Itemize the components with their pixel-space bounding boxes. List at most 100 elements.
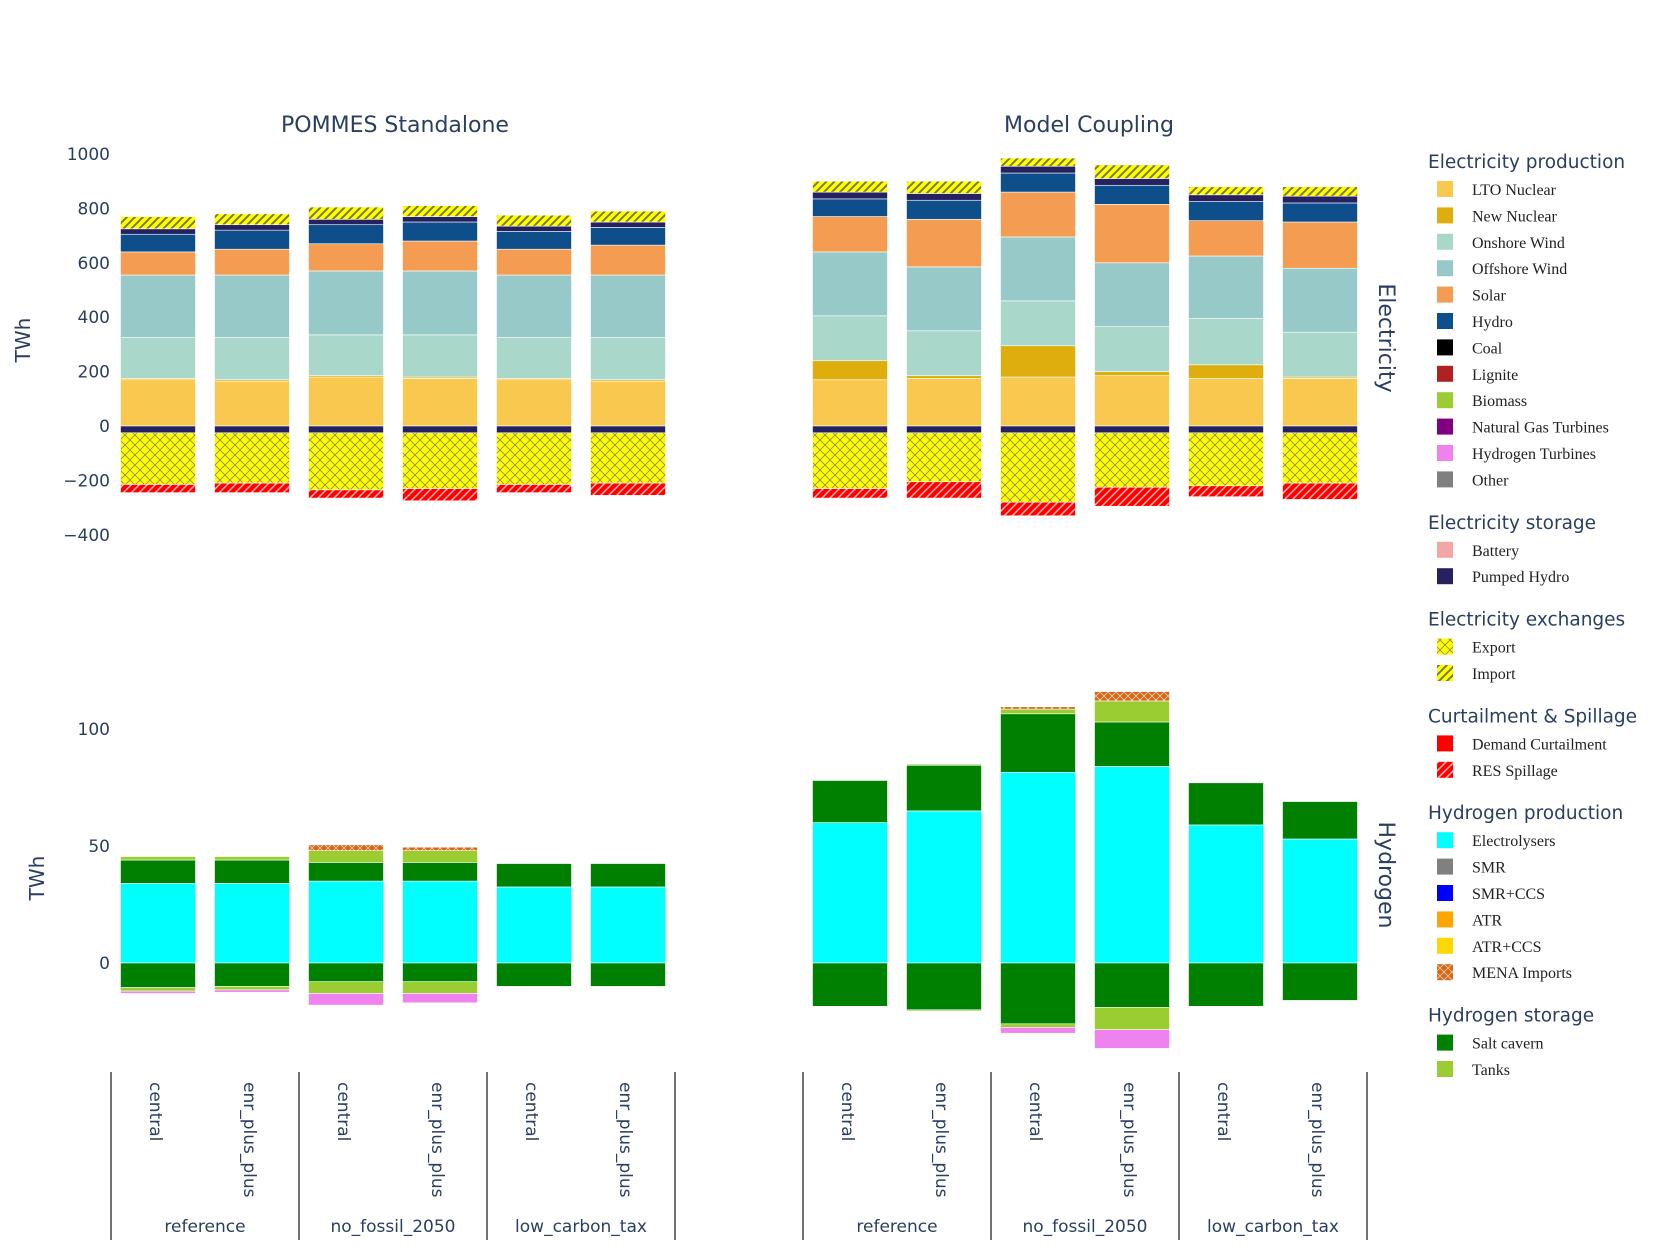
legend-item-smr[interactable]: SMR bbox=[1472, 860, 1506, 877]
bar-electricity-pommes-standalone-3-res-spillage-neg bbox=[402, 488, 478, 502]
legend-item-export[interactable]: Export bbox=[1472, 640, 1516, 657]
bar-electricity-model-coupling-2-offshore-wind-pos bbox=[1000, 236, 1076, 302]
legend-item-res-spillage[interactable]: RES Spillage bbox=[1472, 763, 1558, 780]
bar-electricity-model-coupling-5-lto-nuclear-pos bbox=[1282, 378, 1358, 427]
bar-electricity-pommes-standalone-4-offshore-wind-pos bbox=[496, 274, 572, 338]
bar-electricity-pommes-standalone-3-onshore-wind-pos bbox=[402, 334, 478, 378]
legend-item-battery[interactable]: Battery bbox=[1472, 543, 1519, 560]
bar-electricity-model-coupling-3-pumped-hydro-pos bbox=[1094, 178, 1170, 186]
legend-item-electrolysers[interactable]: Electrolysers bbox=[1472, 833, 1556, 850]
legend-swatch-salt-cavern[interactable] bbox=[1437, 1034, 1453, 1051]
bar-electricity-pommes-standalone-2-hydro-pos bbox=[308, 224, 384, 245]
legend-swatch-coal[interactable] bbox=[1437, 339, 1453, 356]
bar-electricity-pommes-standalone-4-import-pos bbox=[496, 214, 572, 227]
legend-item-atr-ccs[interactable]: ATR+CCS bbox=[1472, 939, 1542, 956]
legend-item-mena-imports[interactable]: MENA Imports bbox=[1472, 965, 1572, 982]
legend-item-coal[interactable]: Coal bbox=[1472, 340, 1503, 357]
bar-electricity-model-coupling-2-pumped-hydro-neg bbox=[1000, 425, 1076, 434]
legend-swatch-atr-ccs[interactable] bbox=[1437, 937, 1453, 954]
bar-hydrogen-pommes-standalone-0-tanks-pos bbox=[120, 856, 196, 861]
legend-item-smr-ccs[interactable]: SMR+CCS bbox=[1472, 886, 1545, 903]
legend-swatch-demand-curtailment[interactable] bbox=[1437, 735, 1453, 752]
legend-swatch-biomass[interactable] bbox=[1437, 392, 1453, 409]
legend-swatch-smr[interactable] bbox=[1437, 858, 1453, 875]
bar-electricity-model-coupling-1-res-spillage-neg bbox=[906, 481, 982, 499]
bar-electricity-pommes-standalone-5-import-pos bbox=[590, 210, 666, 223]
bar-electricity-model-coupling-0-hydro-pos bbox=[812, 198, 888, 217]
x-tick-model-coupling-3: enr_plus_plus bbox=[1119, 1082, 1139, 1198]
bar-electricity-pommes-standalone-4-onshore-wind-pos bbox=[496, 337, 572, 379]
legend-swatch-atr[interactable] bbox=[1437, 911, 1453, 928]
legend-swatch-res-spillage[interactable] bbox=[1437, 761, 1453, 778]
legend-swatch-lignite[interactable] bbox=[1437, 365, 1453, 382]
legend-swatch-smr-ccs[interactable] bbox=[1437, 885, 1453, 901]
y-tick-electricity-3: 200 bbox=[78, 363, 110, 383]
legend-swatch-onshore-wind[interactable] bbox=[1437, 233, 1453, 250]
legend-item-hydro[interactable]: Hydro bbox=[1472, 314, 1513, 331]
legend-item-offshore-wind[interactable]: Offshore Wind bbox=[1472, 261, 1567, 278]
y-tick-electricity-1: −200 bbox=[63, 471, 110, 491]
legend-swatch-export[interactable] bbox=[1437, 638, 1453, 655]
legend-item-atr[interactable]: ATR bbox=[1472, 912, 1503, 929]
legend-swatch-hydrogen-turbines[interactable] bbox=[1437, 445, 1453, 461]
bar-electricity-pommes-standalone-1-hydro-pos bbox=[214, 229, 290, 250]
legend-item-demand-curtailment[interactable]: Demand Curtailment bbox=[1472, 736, 1607, 753]
bar-electricity-model-coupling-1-lto-nuclear-pos bbox=[906, 378, 982, 427]
bar-electricity-model-coupling-4-onshore-wind-pos bbox=[1188, 318, 1264, 366]
bar-electricity-pommes-standalone-0-hydro-pos bbox=[120, 233, 196, 253]
legend-item-new-nuclear[interactable]: New Nuclear bbox=[1472, 208, 1558, 225]
bar-hydrogen-model-coupling-0-salt-cavern-neg bbox=[812, 962, 888, 1007]
legend-item-lto-nuclear[interactable]: LTO Nuclear bbox=[1472, 182, 1557, 199]
legend-item-solar[interactable]: Solar bbox=[1472, 288, 1506, 305]
legend-item-biomass[interactable]: Biomass bbox=[1472, 393, 1527, 410]
bar-electricity-pommes-standalone-1-export-neg bbox=[214, 432, 290, 484]
legend-swatch-battery[interactable] bbox=[1437, 541, 1453, 558]
y-axis-title-electricity: TWh bbox=[11, 318, 35, 364]
bar-hydrogen-model-coupling-3-mena-imports-pos bbox=[1094, 691, 1170, 702]
legend-swatch-electrolysers[interactable] bbox=[1437, 832, 1453, 849]
bar-hydrogen-model-coupling-2-salt-cavern-pos bbox=[1000, 713, 1076, 773]
legend-swatch-pumped-hydro[interactable] bbox=[1437, 568, 1453, 585]
legend-item-onshore-wind[interactable]: Onshore Wind bbox=[1472, 235, 1565, 252]
bar-hydrogen-model-coupling-0-electrolysers-pos bbox=[812, 822, 888, 964]
x-tick-model-coupling-2: central bbox=[1025, 1082, 1045, 1141]
bar-hydrogen-model-coupling-1-salt-cavern-pos bbox=[906, 764, 982, 812]
x-group-model-coupling-reference: reference bbox=[856, 1217, 937, 1237]
legend-item-natural-gas-turbines[interactable]: Natural Gas Turbines bbox=[1472, 420, 1609, 437]
bar-electricity-pommes-standalone-5-lto-nuclear-pos bbox=[590, 380, 666, 427]
legend-swatch-mena-imports[interactable] bbox=[1437, 964, 1453, 981]
legend-item-lignite[interactable]: Lignite bbox=[1472, 367, 1518, 384]
bar-electricity-model-coupling-2-export-neg bbox=[1000, 432, 1076, 503]
legend-swatch-tanks[interactable] bbox=[1437, 1061, 1453, 1077]
bar-electricity-model-coupling-3-lto-nuclear-pos bbox=[1094, 375, 1170, 427]
legend-swatch-new-nuclear[interactable] bbox=[1437, 207, 1453, 224]
bar-electricity-model-coupling-0-new-nuclear-pos bbox=[812, 360, 888, 381]
legend-swatch-import[interactable] bbox=[1437, 665, 1453, 681]
legend-swatch-other[interactable] bbox=[1437, 471, 1453, 488]
bar-electricity-model-coupling-2-onshore-wind-pos bbox=[1000, 300, 1076, 347]
bar-hydrogen-pommes-standalone-1-tanks-neg bbox=[214, 986, 290, 991]
legend-swatch-lto-nuclear[interactable] bbox=[1437, 181, 1453, 197]
legend-item-tanks[interactable]: Tanks bbox=[1472, 1062, 1510, 1079]
bar-electricity-model-coupling-0-lto-nuclear-pos bbox=[812, 379, 888, 427]
bar-electricity-pommes-standalone-0-export-neg bbox=[120, 432, 196, 485]
legend-swatch-offshore-wind[interactable] bbox=[1437, 260, 1453, 277]
bar-hydrogen-model-coupling-2-salt-cavern-neg bbox=[1000, 962, 1076, 1025]
x-tick-model-coupling-0: central bbox=[837, 1082, 857, 1141]
legend-item-pumped-hydro[interactable]: Pumped Hydro bbox=[1472, 569, 1569, 586]
legend-swatch-solar[interactable] bbox=[1437, 286, 1453, 303]
y-tick-hydrogen-0: 0 bbox=[99, 954, 110, 974]
legend-swatch-hydro[interactable] bbox=[1437, 313, 1453, 329]
bar-electricity-model-coupling-1-new-nuclear-pos bbox=[906, 375, 982, 379]
bar-hydrogen-pommes-standalone-3-salt-cavern-pos bbox=[402, 862, 478, 882]
legend-item-hydrogen-turbines[interactable]: Hydrogen Turbines bbox=[1472, 446, 1596, 463]
legend-title-hydrogen-production: Hydrogen production bbox=[1428, 803, 1623, 824]
legend-item-salt-cavern[interactable]: Salt cavern bbox=[1472, 1036, 1544, 1053]
y-tick-electricity-5: 600 bbox=[78, 254, 110, 274]
legend-item-import[interactable]: Import bbox=[1472, 666, 1516, 683]
bar-electricity-model-coupling-5-offshore-wind-pos bbox=[1282, 267, 1358, 333]
legend-swatch-natural-gas-turbines[interactable] bbox=[1437, 418, 1453, 435]
bar-electricity-model-coupling-1-offshore-wind-pos bbox=[906, 266, 982, 332]
y-tick-hydrogen-2: 100 bbox=[78, 720, 110, 740]
legend-item-other[interactable]: Other bbox=[1472, 472, 1509, 489]
